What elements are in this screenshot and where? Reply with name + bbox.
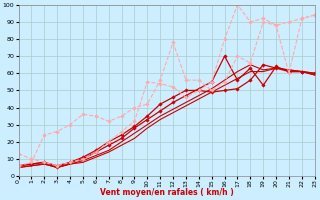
X-axis label: Vent moyen/en rafales ( km/h ): Vent moyen/en rafales ( km/h )	[100, 188, 234, 197]
